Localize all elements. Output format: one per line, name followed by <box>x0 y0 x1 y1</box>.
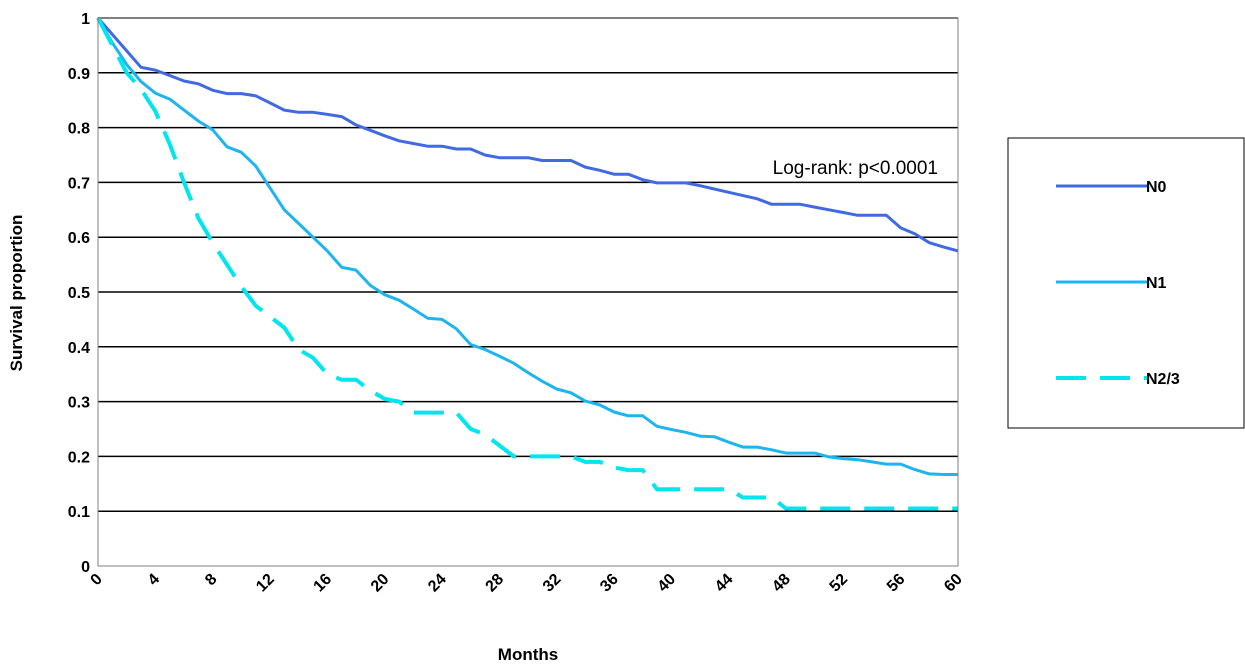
series-line-n1 <box>96 17 958 476</box>
x-tick-label: 32 <box>540 571 565 596</box>
x-tick-label: 24 <box>425 571 450 596</box>
legend-label: N1 <box>1146 275 1167 292</box>
y-tick-label: 0.1 <box>68 504 90 521</box>
y-axis-label: Survival proportion <box>7 215 26 372</box>
x-tick-labels: 0 4 8 12 16 20 24 28 32 36 40 44 48 52 56 60 <box>88 571 966 596</box>
y-tick-label: 0.6 <box>68 230 90 247</box>
y-tick-label: 1 <box>81 11 90 28</box>
y-tick-labels: 0 0.1 0.2 0.3 0.4 0.5 0.6 0.7 0.8 0.9 1 <box>68 11 90 576</box>
x-tick-label: 20 <box>368 571 393 596</box>
x-tick-label: 48 <box>769 571 794 596</box>
x-tick-label: 36 <box>597 571 622 596</box>
x-tick-label: 4 <box>145 571 163 589</box>
x-tick-label: 0 <box>88 571 106 589</box>
y-tick-label: 0.8 <box>68 121 90 138</box>
legend-label: N0 <box>1146 179 1167 196</box>
legend: N0 N1 N2/3 <box>1007 137 1245 429</box>
legend-items: N0 N1 N2/3 <box>1056 179 1180 388</box>
series-lines <box>96 17 959 511</box>
x-tick-label: 28 <box>483 571 508 596</box>
series-line-n0 <box>96 17 959 253</box>
plot-area-border <box>97 17 959 567</box>
y-tick-label: 0.5 <box>68 285 90 302</box>
x-tick-label: 60 <box>941 571 966 596</box>
y-tick-label: 0.7 <box>68 175 90 192</box>
legend-label: N2/3 <box>1146 371 1180 388</box>
x-tick-label: 44 <box>712 571 737 596</box>
y-tick-label: 0 <box>81 559 90 576</box>
y-tick-label: 0.9 <box>68 66 90 83</box>
y-tick-label: 0.2 <box>68 449 90 466</box>
x-tick-label: 56 <box>884 571 909 596</box>
series-line-n2-3 <box>96 17 958 511</box>
x-tick-label: 40 <box>655 571 680 596</box>
x-axis-label: Months <box>498 645 558 664</box>
x-tick-label: 52 <box>827 571 852 596</box>
x-tick-label: 8 <box>202 571 220 589</box>
x-tick-label: 12 <box>253 571 278 596</box>
log-rank-annotation: Log-rank: p<0.0001 <box>773 158 938 179</box>
y-tick-label: 0.3 <box>68 395 90 412</box>
x-tick-label: 16 <box>311 571 336 596</box>
y-tick-label: 0.4 <box>68 340 90 357</box>
